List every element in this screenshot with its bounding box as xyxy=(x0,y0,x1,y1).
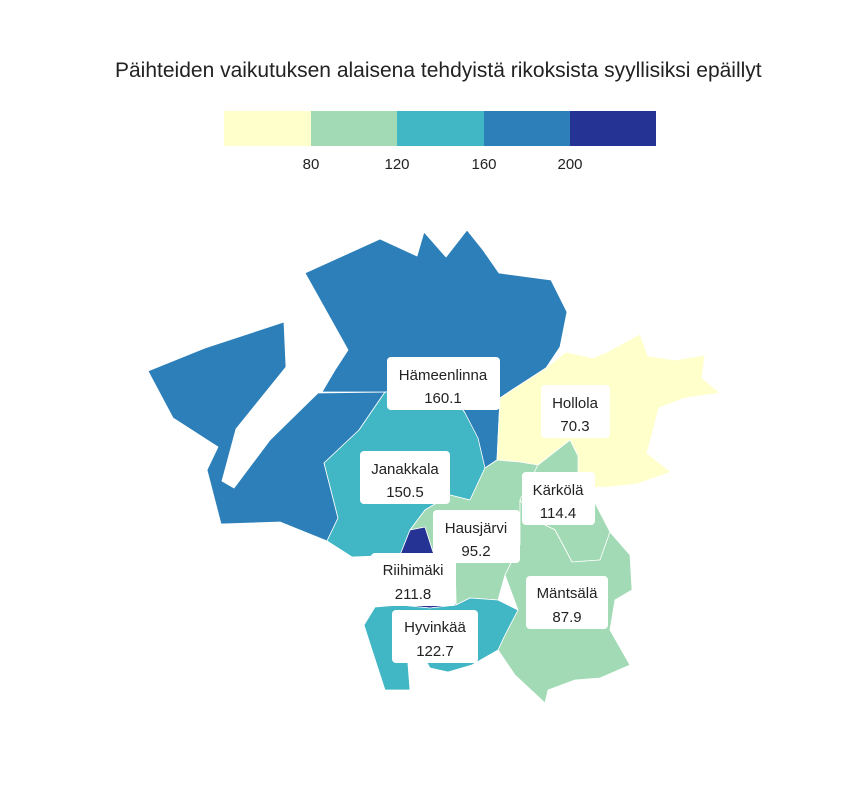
label-hausjarvi: Hausjärvi 95.2 xyxy=(433,510,520,563)
label-hollola-value: 70.3 xyxy=(560,418,589,435)
label-hyvinkaa-value: 122.7 xyxy=(416,643,454,660)
label-hausjarvi-value: 95.2 xyxy=(461,543,490,560)
label-hollola: Hollola 70.3 xyxy=(541,385,610,438)
label-hyvinkaa-name: Hyvinkää xyxy=(404,619,466,636)
label-hausjarvi-name: Hausjärvi xyxy=(445,520,508,537)
label-hameenlinna: Hämeenlinna 160.1 xyxy=(387,357,500,410)
map-title: Päihteiden vaikutuksen alaisena tehdyist… xyxy=(115,59,762,82)
label-riihimaki-value: 211.8 xyxy=(395,586,431,603)
label-karkola-value: 114.4 xyxy=(540,505,576,522)
label-hyvinkaa: Hyvinkää 122.7 xyxy=(392,610,478,663)
label-karkola: Kärkölä 114.4 xyxy=(522,472,595,525)
label-hollola-name: Hollola xyxy=(552,395,599,412)
label-janakkala: Janakkala 150.5 xyxy=(360,451,450,504)
legend-swatch-2 xyxy=(311,111,397,146)
label-janakkala-name: Janakkala xyxy=(371,461,439,478)
label-mantsala-value: 87.9 xyxy=(552,609,581,626)
legend-tick-80: 80 xyxy=(303,156,320,173)
label-hameenlinna-name: Hämeenlinna xyxy=(399,367,488,384)
legend-tick-200: 200 xyxy=(557,156,582,173)
label-mantsala: Mäntsälä 87.9 xyxy=(526,576,608,629)
label-riihimaki-name: Riihimäki xyxy=(383,562,444,579)
label-janakkala-value: 150.5 xyxy=(386,484,424,501)
label-hameenlinna-value: 160.1 xyxy=(424,390,462,407)
color-legend: 80 120 160 200 xyxy=(224,111,656,173)
label-mantsala-name: Mäntsälä xyxy=(537,585,599,602)
legend-swatch-4 xyxy=(484,111,570,146)
legend-tick-120: 120 xyxy=(384,156,409,173)
legend-swatch-5 xyxy=(570,111,656,146)
legend-tick-160: 160 xyxy=(471,156,496,173)
legend-swatch-1 xyxy=(224,111,311,146)
label-riihimaki: Riihimäki 211.8 xyxy=(371,553,456,606)
label-karkola-name: Kärkölä xyxy=(533,482,585,499)
legend-swatch-3 xyxy=(397,111,484,146)
